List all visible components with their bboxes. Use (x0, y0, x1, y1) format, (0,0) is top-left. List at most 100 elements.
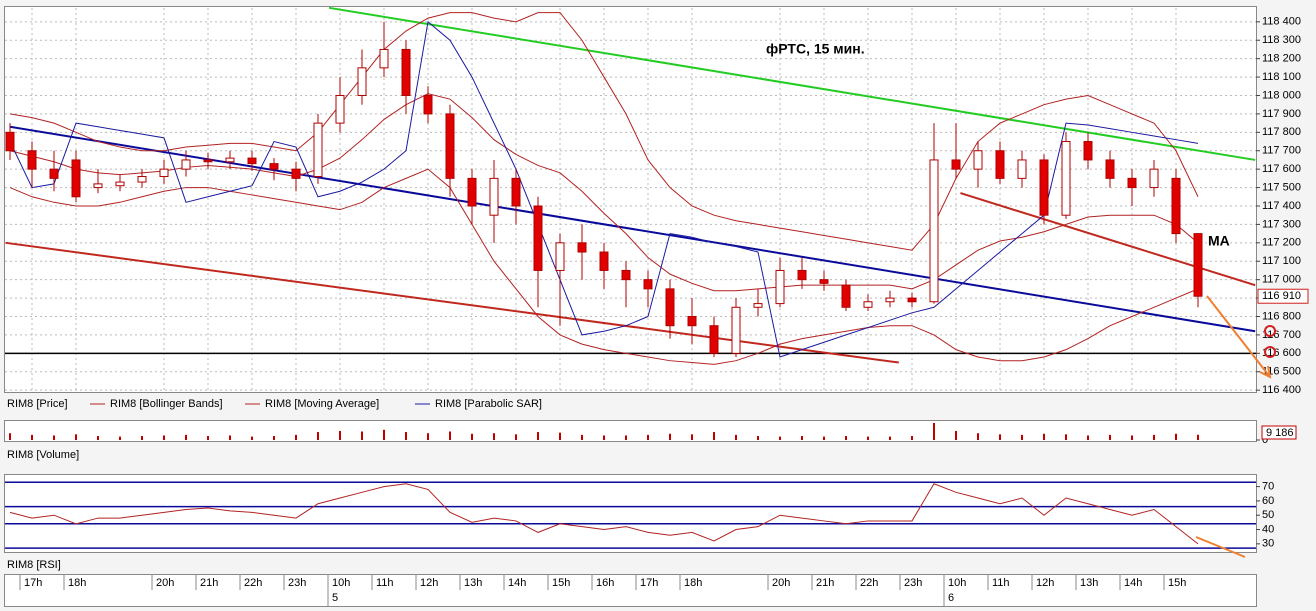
arrows (1195, 295, 1276, 558)
rsi-panel (4, 474, 1257, 553)
candle-body (203, 159, 213, 163)
candle-body (379, 48, 389, 69)
candle-body (1127, 177, 1137, 189)
candle-body (555, 242, 565, 271)
volume-bar (1065, 434, 1067, 440)
volume-bar (383, 429, 385, 440)
chart-title: фРТС, 15 мин. (766, 41, 865, 57)
candle-body (687, 315, 697, 327)
volume-bar (845, 436, 847, 440)
x-tick-label: 23h (904, 577, 922, 589)
y-tick-label: 60 (1262, 495, 1274, 507)
rsi-line (9, 483, 1199, 545)
volume-bar (273, 436, 275, 440)
volume-bar (141, 436, 143, 440)
y-tick-label: 118 100 (1262, 71, 1301, 83)
volume-bar (1021, 434, 1023, 440)
last-price-label: 116 910 (1262, 290, 1301, 302)
y-tick-label: 0 (1262, 434, 1268, 446)
volume-bar (53, 435, 55, 440)
candle-body (665, 288, 675, 327)
volume-bar (999, 434, 1001, 440)
volume-bar (207, 436, 209, 440)
y-tick-label: 70 (1262, 480, 1274, 492)
candle-body (775, 269, 785, 305)
marker-circle (1264, 325, 1276, 337)
volume-bar (9, 433, 11, 440)
candle-body (335, 94, 345, 124)
volume-bar (75, 434, 77, 440)
y-tick-label: 118 000 (1262, 89, 1301, 101)
candle-body (93, 183, 103, 189)
y-tick-label: 116 700 (1262, 329, 1301, 341)
candle-body (225, 157, 235, 163)
volume-bar (911, 436, 913, 440)
x-tick-label: 21h (200, 577, 218, 589)
volume-bar (735, 434, 737, 440)
volume-bar (1153, 434, 1155, 440)
x-tick-label: 14h (508, 577, 526, 589)
volume-bar (1043, 433, 1045, 440)
x-tick-label: 23h (288, 577, 306, 589)
candle-body (1017, 159, 1027, 179)
x-tick-label: 22h (244, 577, 262, 589)
candle-body (313, 122, 323, 178)
x-tick-label: 13h (1080, 577, 1098, 589)
candle-body (885, 297, 895, 303)
legend-label: RIM8 [Parabolic SAR] (435, 398, 542, 410)
candle-body (863, 301, 873, 308)
volume-bar (295, 434, 297, 440)
x-tick-label: 22h (860, 577, 878, 589)
y-tick-label: 118 300 (1262, 34, 1301, 46)
annotation: MA (1208, 233, 1230, 249)
candle-body (445, 113, 455, 179)
volume-bar (603, 435, 605, 440)
last-volume-label: 9 186 (1266, 427, 1294, 439)
volume-bar (779, 436, 781, 440)
x-tick-label: 13h (464, 577, 482, 589)
volume-bar (1131, 435, 1133, 440)
volume-bar (427, 433, 429, 440)
volume-bar (581, 434, 583, 440)
candle-body (1061, 141, 1071, 216)
y-tick-label: 40 (1262, 523, 1274, 535)
y-tick-label: 117 100 (1262, 255, 1301, 267)
x-tick-label: 14h (1124, 577, 1142, 589)
x-tick-label: 18h (68, 577, 86, 589)
x-tick-label: 15h (552, 577, 570, 589)
legend-label: RIM8 [Moving Average] (265, 398, 379, 410)
volume-bar (493, 433, 495, 440)
candle-body (159, 168, 169, 178)
candle-body (577, 242, 587, 253)
y-tick-label: 117 900 (1262, 108, 1301, 120)
legend-label: RIM8 [Bollinger Bands] (110, 398, 223, 410)
candle-body (511, 177, 521, 207)
x-tick-label: 17h (24, 577, 42, 589)
candle-body (621, 269, 631, 281)
date-label: 5 (332, 592, 338, 604)
last-price-box (1257, 288, 1309, 304)
candle-body (401, 48, 411, 96)
marker-circle (1264, 346, 1276, 358)
volume-bar (691, 434, 693, 440)
volume-bar (361, 431, 363, 440)
x-tick-label: 10h (332, 577, 350, 589)
candle-body (973, 150, 983, 170)
y-tick-label: 116 800 (1262, 310, 1301, 322)
x-tick-label: 21h (816, 577, 834, 589)
trend-line (328, 6, 1256, 161)
candle-body (951, 159, 961, 170)
volume-bar (449, 431, 451, 440)
candle-body (841, 284, 851, 308)
candle-body (49, 168, 59, 179)
candle-body (797, 269, 807, 281)
volume-bar (31, 434, 33, 440)
date-label: 6 (948, 592, 954, 604)
candle-body (467, 177, 477, 207)
candle-body (27, 150, 37, 170)
x-tick-label: 17h (640, 577, 658, 589)
x-tick-label: 12h (420, 577, 438, 589)
candle-body (1105, 159, 1115, 179)
candle-body (181, 159, 191, 170)
candle-body (1149, 168, 1159, 189)
